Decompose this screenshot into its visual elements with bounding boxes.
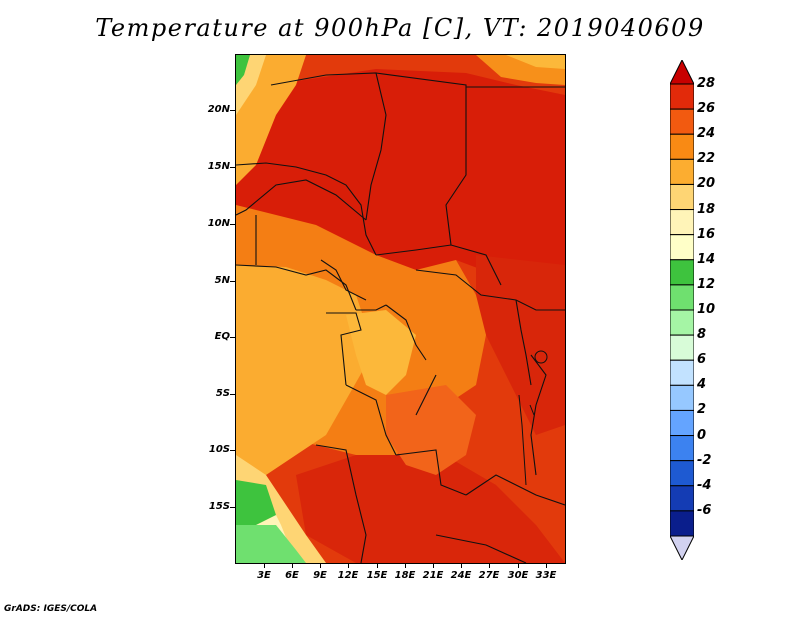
colorbar-swatch: [670, 259, 694, 286]
colorbar-swatch: [670, 510, 694, 537]
field-sw-lightgreen: [236, 525, 306, 563]
colorbar-level-label: 6: [697, 352, 707, 368]
field-ne-light: [506, 55, 565, 69]
field-sw-green: [236, 480, 276, 525]
lon-label: 30E: [507, 570, 529, 581]
lat-tickmark: [230, 337, 235, 338]
lon-tickmark: [461, 563, 462, 568]
colorbar-level-label: -2: [697, 452, 712, 468]
colorbar-swatch: [670, 133, 694, 160]
lon-tickmark: [546, 563, 547, 568]
lat-tickmark: [230, 450, 235, 451]
lon-label: 18E: [394, 570, 416, 581]
map-plot-area: [235, 54, 566, 564]
colorbar-level-label: 12: [697, 276, 716, 292]
field-east-belt: [386, 385, 476, 475]
colorbar-swatch: [670, 485, 694, 512]
lat-label: 5N: [214, 275, 230, 286]
lat-tickmark: [230, 281, 235, 282]
field-nw-green: [236, 55, 250, 85]
lon-label: 3E: [257, 570, 271, 581]
lon-tickmark: [405, 563, 406, 568]
lon-tickmark: [264, 563, 265, 568]
colorbar-level-label: 2: [697, 402, 707, 418]
lon-tickmark: [320, 563, 321, 568]
lon-tickmark: [433, 563, 434, 568]
colorbar-swatch: [670, 234, 694, 261]
lon-label: 12E: [337, 570, 359, 581]
colorbar-level-label: 24: [697, 126, 716, 142]
lat-label: 20N: [207, 104, 230, 115]
colorbar-level-label: 18: [697, 201, 716, 217]
colorbar-level-label: 4: [697, 377, 707, 393]
field-core-east: [476, 255, 565, 435]
colorbar-level-label: 0: [697, 427, 707, 443]
colorbar-swatch: [670, 284, 694, 311]
colorbar-swatch: [670, 108, 694, 135]
lon-label: 6E: [285, 570, 299, 581]
lat-label: 15N: [207, 161, 230, 172]
lat-tickmark: [230, 394, 235, 395]
colorbar-level-label: 14: [697, 251, 716, 267]
lon-label: 21E: [422, 570, 444, 581]
lat-label: 5S: [215, 388, 230, 399]
lat-tickmark: [230, 167, 235, 168]
colorbar-level-label: 16: [697, 226, 716, 242]
lon-tickmark: [292, 563, 293, 568]
colorbar-swatch: [670, 359, 694, 386]
colorbar-swatch: [670, 435, 694, 462]
colorbar-level-label: 28: [697, 76, 716, 91]
colorbar-level-label: 20: [697, 176, 716, 192]
lon-tickmark: [518, 563, 519, 568]
lakes: [518, 350, 548, 486]
footer-credit: GrADS: IGES/COLA: [4, 604, 98, 614]
lat-tickmark: [230, 507, 235, 508]
lon-label: 33E: [535, 570, 557, 581]
colorbar-level-label: 22: [697, 151, 716, 167]
colorbar-level-label: -6: [697, 502, 712, 518]
colorbar-swatch: [670, 460, 694, 487]
lat-label: 10S: [208, 444, 230, 455]
colorbar-swatch: [670, 384, 694, 411]
lat-tickmark: [230, 224, 235, 225]
colorbar-top-triangle: [670, 60, 694, 85]
colorbar-level-label: 10: [697, 302, 716, 317]
lon-label: 27E: [478, 570, 500, 581]
lon-tickmark: [377, 563, 378, 568]
colorbar-level-label: 8: [697, 327, 707, 343]
field-west-light: [236, 265, 366, 485]
colorbar-swatch: [670, 183, 694, 211]
lat-tickmark: [230, 110, 235, 111]
colorbar-swatch: [670, 334, 694, 361]
lat-label: EQ: [214, 331, 230, 342]
lon-label: 24E: [450, 570, 472, 581]
field-core-south: [296, 450, 565, 563]
colorbar-level-label: 26: [697, 101, 716, 117]
colorbar-swatch: [670, 158, 694, 185]
colorbar-swatch: [670, 209, 694, 236]
colorbar-swatch: [670, 409, 694, 437]
colorbar-bottom-triangle: [670, 535, 694, 560]
lon-tickmark: [348, 563, 349, 568]
colorbar-swatch: [670, 83, 694, 110]
colorbar: [670, 60, 694, 560]
lon-label: 15E: [366, 570, 388, 581]
colorbar-level-label: -4: [697, 477, 712, 493]
field-basin: [346, 310, 416, 395]
lon-tickmark: [489, 563, 490, 568]
country-borders: [236, 72, 565, 563]
lat-label: 15S: [208, 501, 230, 512]
lat-label: 10N: [207, 218, 230, 229]
colorbar-swatch: [670, 309, 694, 336]
temperature-field: [236, 55, 565, 563]
map-title: Temperature at 900hPa [C], VT: 201904060…: [95, 14, 705, 42]
lon-label: 9E: [313, 570, 327, 581]
